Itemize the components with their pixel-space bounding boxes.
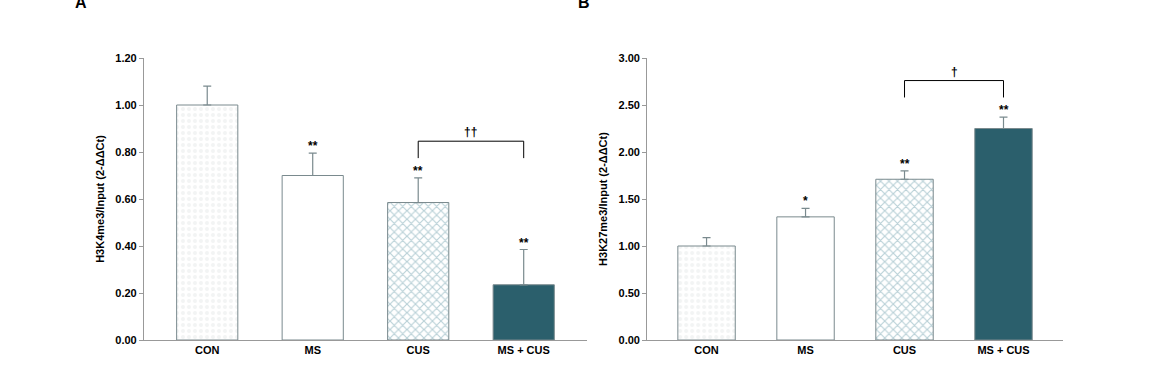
svg-text:MS + CUS: MS + CUS xyxy=(977,344,1029,356)
svg-text:**: ** xyxy=(519,236,529,250)
svg-text:1.50: 1.50 xyxy=(619,193,640,205)
svg-text:2.00: 2.00 xyxy=(619,146,640,158)
svg-text:**: ** xyxy=(308,139,318,153)
svg-text:CON: CON xyxy=(195,344,220,356)
svg-text:0.50: 0.50 xyxy=(619,287,640,299)
svg-text:H3K27me3/Input (2-ΔΔCt): H3K27me3/Input (2-ΔΔCt) xyxy=(597,132,609,266)
svg-text:††: †† xyxy=(464,125,477,139)
svg-text:1.20: 1.20 xyxy=(115,52,136,64)
svg-text:**: ** xyxy=(900,157,910,171)
svg-text:†: † xyxy=(951,65,958,79)
svg-text:**: ** xyxy=(999,103,1009,117)
svg-text:3.00: 3.00 xyxy=(619,52,640,64)
svg-text:0.60: 0.60 xyxy=(115,193,136,205)
svg-text:*: * xyxy=(803,194,808,208)
svg-text:2.50: 2.50 xyxy=(619,99,640,111)
svg-text:MS: MS xyxy=(304,344,321,356)
svg-text:0.20: 0.20 xyxy=(115,287,136,299)
svg-text:A: A xyxy=(75,0,87,11)
svg-text:MS: MS xyxy=(797,344,814,356)
svg-text:MS + CUS: MS + CUS xyxy=(498,344,550,356)
svg-text:B: B xyxy=(578,0,590,11)
svg-text:0.80: 0.80 xyxy=(115,146,136,158)
svg-text:1.00: 1.00 xyxy=(115,99,136,111)
svg-text:CON: CON xyxy=(694,344,719,356)
svg-text:CUS: CUS xyxy=(893,344,916,356)
svg-text:**: ** xyxy=(413,164,423,178)
svg-text:H3K4me3/Input (2-ΔΔCt): H3K4me3/Input (2-ΔΔCt) xyxy=(94,135,106,263)
svg-text:0.00: 0.00 xyxy=(115,334,136,346)
svg-text:0.00: 0.00 xyxy=(619,334,640,346)
svg-text:CUS: CUS xyxy=(407,344,430,356)
svg-text:0.40: 0.40 xyxy=(115,240,136,252)
svg-text:1.00: 1.00 xyxy=(619,240,640,252)
